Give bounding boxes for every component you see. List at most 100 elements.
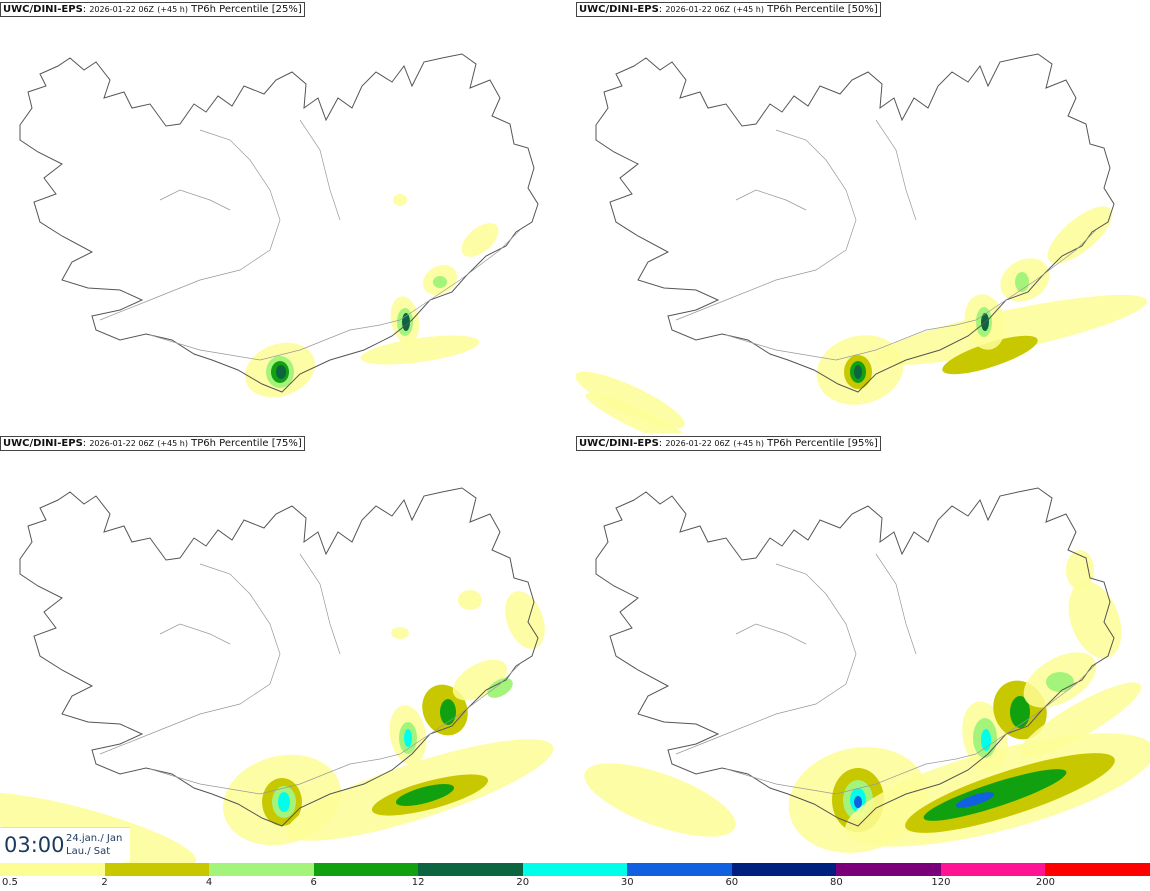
panel-title: UWC/DINI-EPS: 2026-01-22 06Z (+45 h) TP6…	[576, 2, 881, 17]
road-line	[735, 189, 807, 211]
coastline	[19, 487, 539, 827]
precip-contour	[461, 223, 499, 257]
road-line	[299, 553, 341, 655]
precip-field	[245, 194, 499, 398]
precip-contour	[854, 796, 862, 808]
precip-contour	[942, 335, 1038, 375]
colorbar-tick-label: 80	[829, 877, 843, 888]
road-line	[99, 129, 281, 321]
road-line	[875, 553, 917, 655]
colorbar-swatch	[313, 863, 420, 876]
run-time: 2026-01-22 06Z	[665, 5, 731, 14]
precip-contour	[872, 294, 1148, 366]
model-name: UWC/DINI-EPS	[579, 4, 659, 15]
road-line	[875, 119, 917, 221]
precip-contour	[433, 276, 447, 288]
colorbar-swatch	[731, 863, 838, 876]
map-panel-p95: UWC/DINI-EPS: 2026-01-22 06Z (+45 h) TP6…	[576, 434, 1150, 867]
lead-time: (+45 h)	[733, 5, 764, 14]
precip-contour	[1018, 682, 1142, 758]
road-line	[99, 563, 281, 755]
lead-time: (+45 h)	[157, 439, 188, 448]
colorbar-tick-label: 20	[516, 877, 530, 888]
colorbar-tick-label: 12	[411, 877, 425, 888]
valid-time-box: 03:00 24.jan./ Jan Lau./ Sat	[0, 827, 130, 862]
colorbar-swatch	[836, 863, 942, 876]
model-name: UWC/DINI-EPS	[3, 4, 83, 15]
precip-field	[584, 550, 1150, 853]
road-line	[149, 753, 401, 795]
precip-contour	[505, 591, 545, 649]
precip-contour	[278, 792, 290, 812]
precip-contour	[585, 393, 695, 433]
map-panel-p75: UWC/DINI-EPS: 2026-01-22 06Z (+45 h) TP6…	[0, 434, 575, 867]
product-label: TP6h Percentile [95%]	[767, 438, 878, 449]
colorbar-swatch	[940, 863, 1047, 876]
precip-map	[576, 53, 1148, 433]
road-line	[299, 119, 341, 221]
precip-contour	[440, 699, 456, 725]
run-time: 2026-01-22 06Z	[89, 5, 155, 14]
precip-map	[0, 487, 554, 867]
colorbar-swatch	[1045, 863, 1150, 876]
road-line	[725, 319, 977, 361]
road-line	[159, 189, 231, 211]
precip-contour	[1047, 206, 1113, 264]
run-time: 2026-01-22 06Z	[89, 439, 155, 448]
colorbar-swatch	[627, 863, 733, 876]
precip-contour	[923, 769, 1067, 821]
road-line	[975, 229, 1097, 321]
precip-contour	[276, 365, 286, 379]
panel-title: UWC/DINI-EPS: 2026-01-22 06Z (+45 h) TP6…	[0, 2, 305, 17]
colorbar-tick-label: 30	[620, 877, 634, 888]
precip-map	[19, 53, 539, 398]
precip-contour	[487, 678, 513, 698]
lead-time: (+45 h)	[733, 439, 764, 448]
precip-field	[576, 206, 1148, 433]
road-line	[675, 563, 857, 755]
precip-contour	[391, 627, 409, 639]
colorbar-tick-label: 200	[1035, 877, 1055, 888]
coastline	[19, 53, 539, 393]
road-line	[159, 623, 231, 645]
model-name: UWC/DINI-EPS	[3, 438, 83, 449]
precip-contour	[576, 371, 685, 429]
colorbar-swatch	[418, 863, 524, 876]
colorbar-swatch	[522, 863, 629, 876]
precip-contour	[393, 194, 407, 206]
road-line	[735, 623, 807, 645]
precip-contour	[955, 792, 995, 808]
colorbar-tick-label: 120	[931, 877, 951, 888]
valid-date-line2: Lau./ Sat	[66, 846, 111, 857]
panel-title: UWC/DINI-EPS: 2026-01-22 06Z (+45 h) TP6…	[576, 436, 881, 451]
valid-date-line1: 24.jan./ Jan	[66, 833, 123, 844]
product-label: TP6h Percentile [75%]	[191, 438, 302, 449]
colorbar-swatch	[0, 863, 106, 876]
precip-contour	[1066, 550, 1094, 590]
road-line	[399, 663, 521, 755]
colorbar-swatch	[209, 863, 315, 876]
precip-contour	[584, 763, 736, 837]
product-label: TP6h Percentile [25%]	[191, 4, 302, 15]
road-line	[399, 229, 521, 321]
coastline	[595, 487, 1115, 827]
product-label: TP6h Percentile [50%]	[767, 4, 878, 15]
map-panel-p25: UWC/DINI-EPS: 2026-01-22 06Z (+45 h) TP6…	[0, 0, 575, 433]
precip-contour	[1010, 696, 1030, 728]
precip-contour	[1068, 581, 1122, 659]
colorbar-tick-label: 2	[101, 877, 108, 888]
precip-map	[584, 487, 1150, 853]
road-line	[725, 753, 977, 795]
precip-contour	[360, 335, 480, 365]
valid-time: 03:00	[4, 833, 65, 857]
precip-contour	[452, 659, 508, 701]
colorbar-tick-label: 0.5	[2, 877, 18, 888]
model-name: UWC/DINI-EPS	[579, 438, 659, 449]
road-line	[675, 129, 857, 321]
colorbar-swatch	[104, 863, 211, 876]
colorbar-tick-label: 4	[205, 877, 213, 888]
precip-contour	[395, 784, 455, 806]
run-time: 2026-01-22 06Z	[665, 439, 731, 448]
precip-contour	[854, 365, 862, 379]
panel-title: UWC/DINI-EPS: 2026-01-22 06Z (+45 h) TP6…	[0, 436, 305, 451]
